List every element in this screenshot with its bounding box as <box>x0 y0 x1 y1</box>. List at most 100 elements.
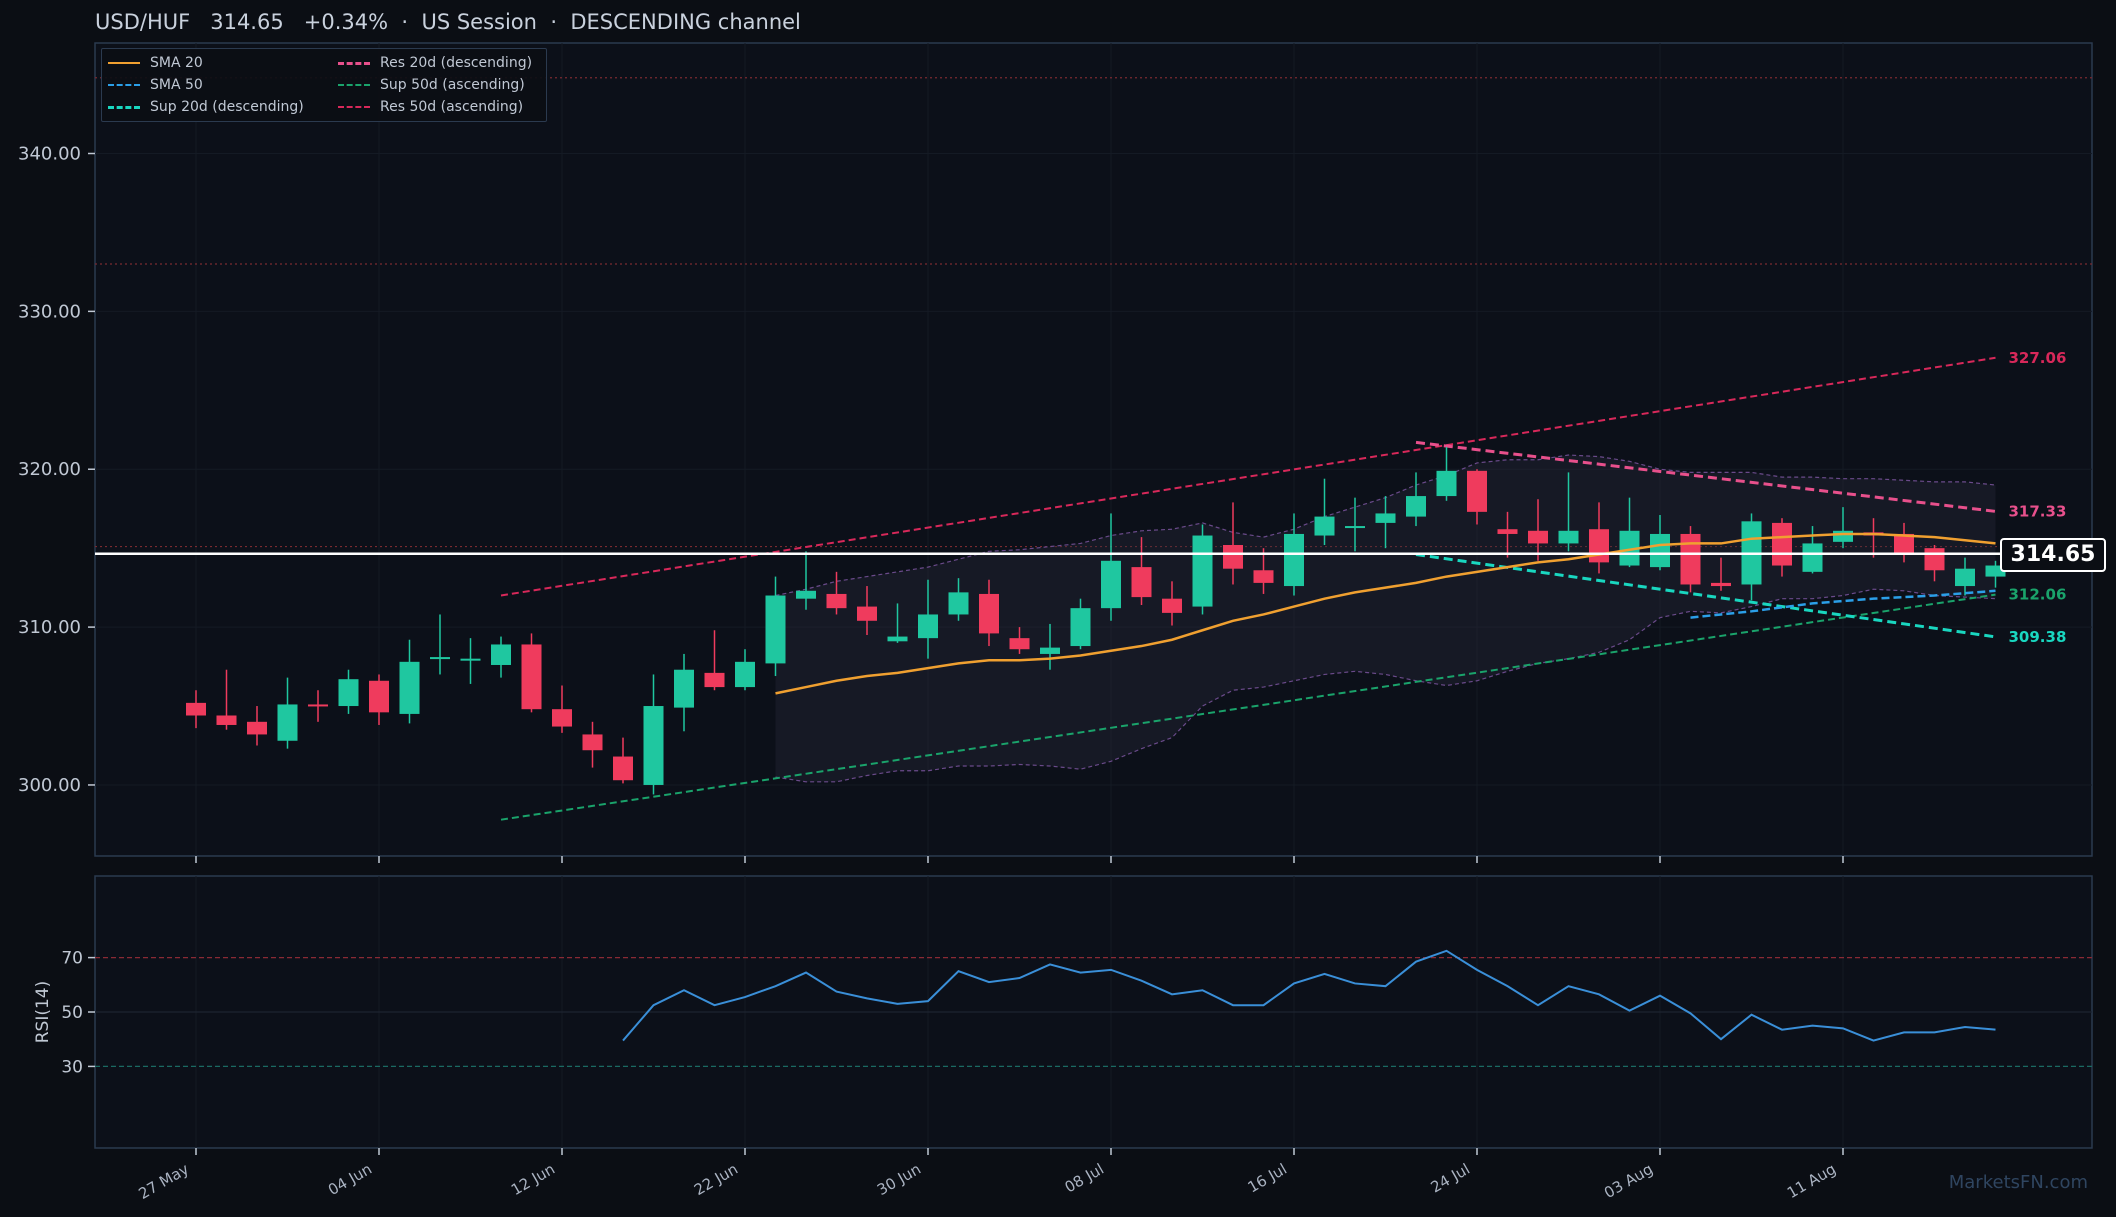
candle-body <box>918 614 938 639</box>
sma50-line <box>1690 589 1996 619</box>
legend-sma50: SMA 50 <box>108 77 203 93</box>
rsi-axis-label: RSI(14) <box>33 981 53 1044</box>
candle-body <box>826 593 847 609</box>
price-tick-label: 340.00 <box>18 144 81 165</box>
legend-res50: Res 50d (ascending) <box>338 99 523 115</box>
date-tick-label: 22 Jun <box>691 1160 741 1199</box>
date-tick-label: 27 May <box>135 1160 192 1203</box>
legend-label: Sup 50d (ascending) <box>380 77 525 93</box>
candle-body <box>1162 598 1182 613</box>
legend-sup50: Sup 50d (ascending) <box>338 77 525 93</box>
price-change: +0.34% <box>303 10 389 34</box>
candle-body <box>1528 530 1548 544</box>
candle-body <box>979 593 999 634</box>
candle-body <box>491 644 511 665</box>
chart-title: USD/HUF 314.65 +0.34% · US Session · DES… <box>95 10 801 34</box>
candle-body <box>1070 608 1091 647</box>
date-tick-label: 03 Aug <box>1601 1160 1656 1202</box>
price-tick-label: 330.00 <box>18 301 81 322</box>
candle-body <box>948 592 969 615</box>
candle-body <box>1406 496 1426 517</box>
last-price-tag: 314.65 <box>2000 538 2106 572</box>
legend-swatch <box>338 61 370 65</box>
chart-legend: SMA 20 SMA 50 Sup 20d (descending) Res 2… <box>101 48 547 122</box>
date-tick-label: 08 Jul <box>1062 1160 1107 1197</box>
trendline-sup50 <box>500 593 1996 821</box>
title-separator: · <box>550 10 557 34</box>
candle-body <box>1833 530 1853 542</box>
legend-label: SMA 20 <box>150 55 203 71</box>
date-tick-label: 12 Jun <box>508 1160 558 1199</box>
candle-body <box>1558 530 1579 544</box>
price-tick-label: 310.00 <box>18 617 81 638</box>
legend-swatch <box>108 105 140 109</box>
legend-swatch <box>338 84 370 86</box>
legend-label: Res 50d (ascending) <box>380 99 524 115</box>
candle-body <box>1101 560 1121 609</box>
candle-body <box>460 658 481 661</box>
candle-body <box>1772 522 1792 566</box>
candle-body <box>1314 516 1335 536</box>
candle-body <box>1284 533 1304 587</box>
candle-body <box>308 704 328 707</box>
date-tick-label: 24 Jul <box>1428 1160 1473 1197</box>
candle-body <box>369 680 389 713</box>
candle-body <box>1436 470 1457 497</box>
trendline-label-sup50: 312.06 <box>2009 586 2067 604</box>
candle-body <box>1985 565 2006 577</box>
candle-body <box>1345 526 1365 529</box>
candle-body <box>216 715 237 725</box>
candle-body <box>1711 582 1731 587</box>
rsi-tick-label: 70 <box>61 949 83 969</box>
candle-body <box>521 644 542 710</box>
candle-body <box>857 606 877 621</box>
candle-body <box>186 702 206 716</box>
price-tick-label: 300.00 <box>18 775 81 796</box>
candle-body <box>735 661 755 688</box>
date-tick-label: 16 Jul <box>1245 1160 1290 1197</box>
candle-body <box>1894 533 1914 555</box>
legend-res20: Res 20d (descending) <box>338 55 532 71</box>
candle-body <box>704 672 725 688</box>
sma20-line <box>775 532 1996 695</box>
candle-body <box>1497 529 1518 534</box>
candle-body <box>1192 535 1213 607</box>
pair-symbol: USD/HUF <box>95 10 191 34</box>
candle-body <box>582 734 603 751</box>
watermark: MarketsFN.com <box>1948 1172 2088 1193</box>
legend-sup20: Sup 20d (descending) <box>108 99 304 115</box>
trendline-label-res20: 317.33 <box>2009 502 2067 520</box>
candle-body <box>674 669 694 708</box>
candle-body <box>643 706 664 785</box>
candle-body <box>1009 638 1030 650</box>
legend-label: SMA 50 <box>150 77 203 93</box>
price-panel <box>94 42 2093 857</box>
current-price: 314.65 <box>210 10 284 34</box>
candle-body <box>1375 513 1396 523</box>
channel-label: DESCENDING channel <box>570 10 801 34</box>
date-tick-label: 04 Jun <box>325 1160 375 1199</box>
legend-swatch <box>108 84 140 86</box>
title-separator: · <box>401 10 409 34</box>
candle-body <box>1619 530 1640 566</box>
candle-body <box>399 661 420 714</box>
candle-body <box>1955 568 1975 587</box>
rsi-tick-label: 30 <box>61 1057 83 1077</box>
candle-body <box>430 657 450 660</box>
candle-body <box>796 590 816 599</box>
candle-body <box>277 704 298 741</box>
candle-body <box>247 721 267 735</box>
bollinger-lower-line <box>775 588 1996 783</box>
legend-swatch <box>108 62 140 64</box>
trendline-label-res50: 327.06 <box>2009 349 2067 367</box>
candle-body <box>887 636 908 642</box>
candle-body <box>1802 543 1823 572</box>
candle-body <box>1924 548 1945 571</box>
candle-body <box>1040 647 1060 654</box>
legend-sma20: SMA 20 <box>108 55 203 71</box>
candle-body <box>338 679 359 707</box>
candle-body <box>765 595 786 664</box>
trendline-label-sup20: 309.38 <box>2009 628 2067 646</box>
candle-body <box>1131 567 1152 598</box>
